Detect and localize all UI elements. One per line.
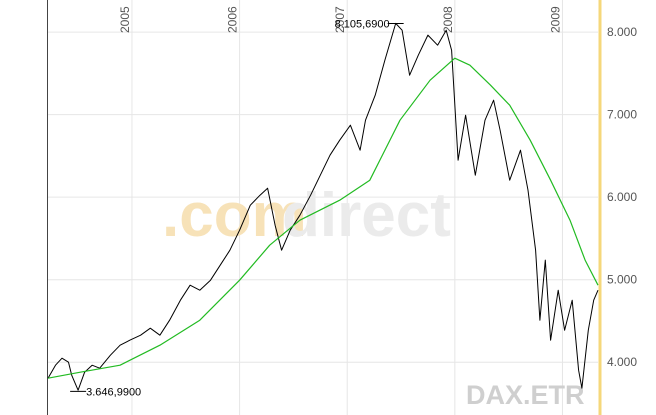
annotation: 3.646,9900 (86, 386, 141, 398)
line-series (47, 57, 599, 379)
x-tick-label: 2007 (333, 6, 347, 33)
watermark: direct (282, 181, 451, 250)
x-tick-label: 2009 (548, 6, 562, 33)
x-tick-label: 2006 (226, 6, 240, 33)
y-tick-label: 8.000 (607, 25, 637, 39)
watermark: .com (162, 181, 307, 250)
y-tick-label: 6.000 (607, 190, 637, 204)
symbol-label: DAX.ETR (466, 380, 585, 410)
x-tick-label: 2005 (118, 6, 132, 33)
y-tick-label: 5.000 (607, 273, 637, 287)
x-tick-label: 2008 (441, 6, 455, 33)
y-tick-label: 4.000 (607, 355, 637, 369)
line-series (47, 22, 599, 391)
annotation: 8.105,6900 (335, 18, 390, 30)
y-tick-label: 7.000 (607, 108, 637, 122)
